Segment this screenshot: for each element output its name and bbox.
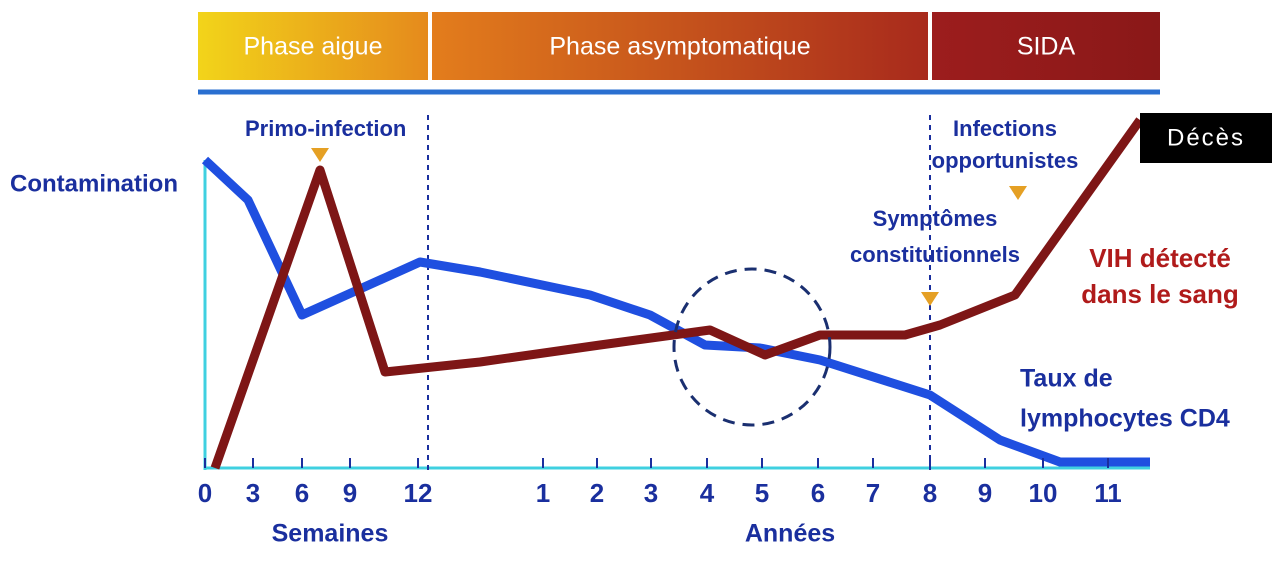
x-tick-label: 9 [978,478,992,508]
x-tick-label: 9 [343,478,357,508]
annotation: opportunistes [932,148,1079,173]
cd4-curve [201,156,1150,467]
focus-circle [672,267,832,427]
marker [921,292,939,306]
death-box [1140,113,1272,163]
annotation: VIH détecté [1089,243,1231,273]
x-tick-label: 8 [923,478,937,508]
annotation: lymphocytes CD4 [1020,405,1230,433]
x-tick-label: 10 [1029,478,1058,508]
marker [1009,186,1027,200]
annotation: Symptômes [873,206,998,231]
annotation: Infections [953,116,1057,141]
axis-label: Années [745,520,835,548]
annotation: constitutionnels [850,242,1020,267]
x-tick-label: 6 [295,478,309,508]
x-tick-label: 3 [246,478,260,508]
x-tick-label: 7 [866,478,880,508]
phase-bar [932,12,1160,80]
x-tick-label: 3 [644,478,658,508]
phase-label: Phase aigue [243,33,382,61]
x-tick-label: 2 [590,478,604,508]
x-tick-label: 4 [700,478,715,508]
vih-curve [210,117,1144,470]
x-tick-label: 0 [198,478,212,508]
x-tick-label: 1 [536,478,550,508]
x-tick-label: 5 [755,478,769,508]
x-tick-label: 6 [811,478,825,508]
annotation: Décès [1167,124,1245,151]
annotation: Primo-infection [245,116,406,141]
phase-bar [432,12,928,80]
phase-bar [198,12,428,80]
x-tick-label: 11 [1094,478,1122,508]
annotation: dans le sang [1081,279,1239,309]
annotation: Contamination [10,170,178,197]
phase-label: SIDA [1017,33,1076,61]
annotation: Taux de [1020,365,1113,393]
marker [311,148,329,162]
axis-label: Semaines [272,520,389,548]
phase-label: Phase asymptomatique [549,33,810,61]
x-tick-label: 12 [404,478,433,508]
